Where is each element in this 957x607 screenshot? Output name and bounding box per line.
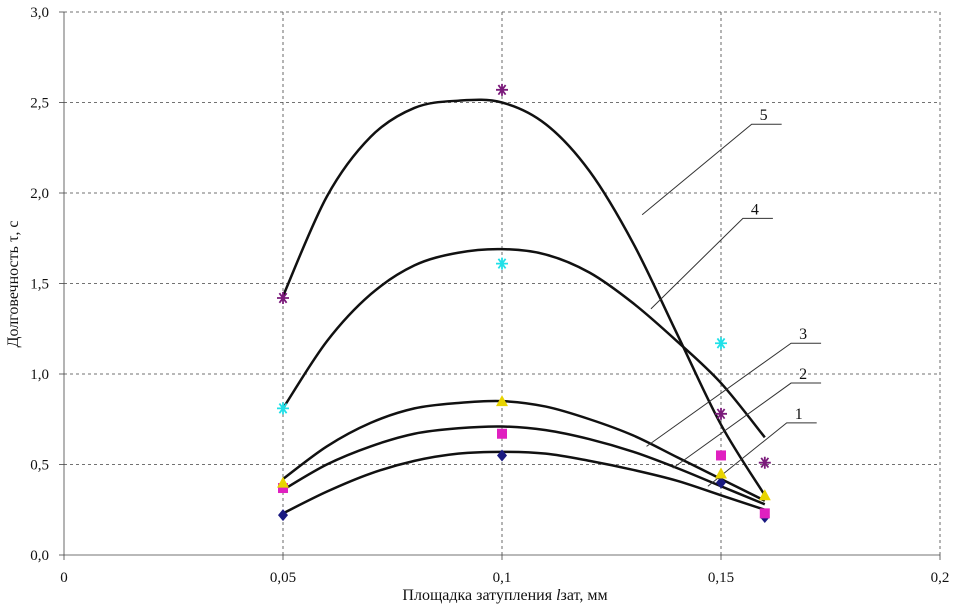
curve-number-label: 3 xyxy=(799,326,807,343)
leader-line-4 xyxy=(650,217,773,310)
data-point-series-3 xyxy=(715,467,727,479)
data-point-series-3 xyxy=(758,489,771,501)
data-point-series-1 xyxy=(497,449,507,462)
leader-line-1 xyxy=(707,422,817,487)
data-point-series-3 xyxy=(277,476,289,488)
data-markers xyxy=(277,83,771,523)
fit-curve-3 xyxy=(282,399,766,502)
curve-number-label: 1 xyxy=(795,406,803,423)
data-point-series-4 xyxy=(715,337,727,350)
fit-curve-4 xyxy=(281,247,766,439)
x-tick-label: 0,05 xyxy=(270,570,296,586)
leader-line-5 xyxy=(641,123,782,216)
x-tick-label: 0,2 xyxy=(931,570,950,586)
y-axis-title: Долговечность τ, с xyxy=(5,221,22,348)
data-point-series-5 xyxy=(277,291,289,304)
curve-number-label: 4 xyxy=(751,201,759,218)
fit-curve-5 xyxy=(281,98,766,496)
data-point-series-4 xyxy=(496,257,508,270)
curve-number-label: 2 xyxy=(799,366,807,383)
data-point-series-5 xyxy=(715,407,727,420)
data-point-series-5 xyxy=(758,456,771,469)
y-tick-label: 2,5 xyxy=(30,96,49,112)
y-tick-label: 3,0 xyxy=(30,5,49,21)
leader-line-2 xyxy=(672,382,822,469)
data-point-series-1 xyxy=(716,476,726,489)
y-tick-label: 0,0 xyxy=(30,548,49,564)
curve-label-leaders xyxy=(641,123,822,487)
data-point-series-5 xyxy=(496,83,508,96)
data-point-series-2 xyxy=(716,450,726,461)
x-tick-label: 0 xyxy=(60,570,68,586)
leader-line-3 xyxy=(646,342,822,447)
data-point-series-2 xyxy=(759,508,770,519)
data-point-series-4 xyxy=(277,402,289,415)
curve-number-label: 5 xyxy=(760,107,768,124)
x-axis-title: Площадка затупления lзат, мм xyxy=(402,587,607,604)
fit-curve-1 xyxy=(282,450,766,515)
data-point-series-2 xyxy=(497,428,507,439)
data-point-series-2 xyxy=(278,483,288,494)
y-tick-label: 1,0 xyxy=(30,367,49,383)
data-point-series-1 xyxy=(278,509,288,522)
y-tick-label: 2,0 xyxy=(30,186,49,202)
y-tick-label: 0,5 xyxy=(30,458,49,474)
x-tick-label: 0,15 xyxy=(708,570,734,586)
data-point-series-3 xyxy=(496,395,508,407)
fitted-curves xyxy=(281,98,766,515)
x-tick-label: 0,1 xyxy=(493,570,512,586)
tick-labels: 0 0,05 0,1 0,15 0,2 0,0 0,5 1,0 1,5 2,0 2,5 3,0 1 2 3 4… xyxy=(30,5,949,586)
y-tick-label: 1,5 xyxy=(30,277,49,293)
plot-frame xyxy=(59,11,941,560)
fit-curve-2 xyxy=(282,425,766,506)
